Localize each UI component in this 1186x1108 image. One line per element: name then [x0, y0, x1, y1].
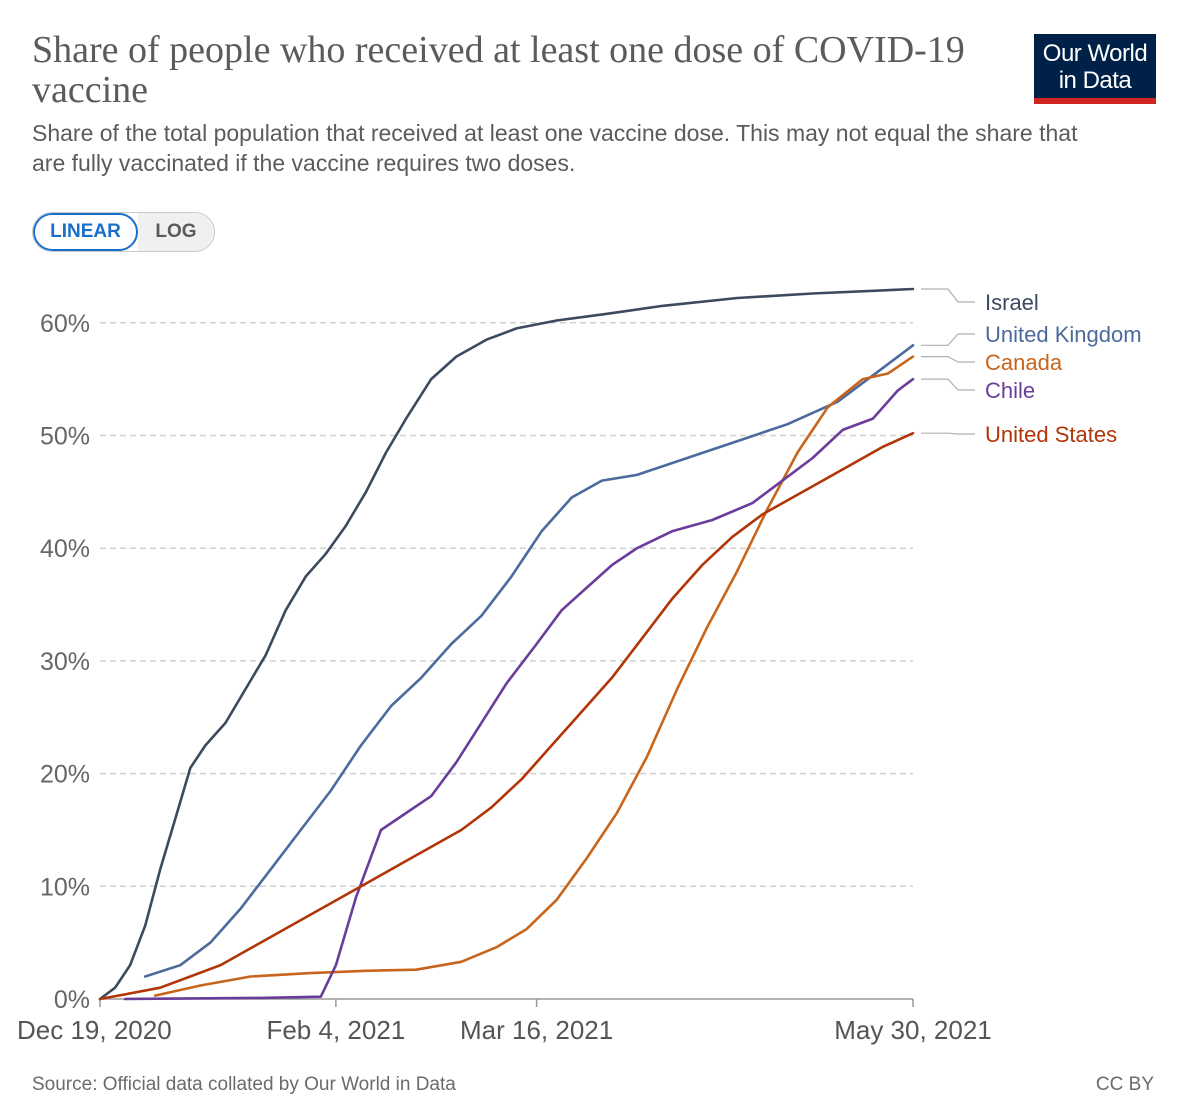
label-connector-chile	[921, 378, 975, 391]
series-line-united-kingdom[interactable]	[143, 343, 915, 978]
x-tick-label: Feb 4, 2021	[266, 1015, 405, 1045]
label-connector-israel	[921, 288, 975, 303]
y-tick-label: 0%	[54, 986, 90, 1014]
linear-scale-button[interactable]: LINEAR	[33, 213, 138, 251]
source-note: Source: Official data collated by Our Wo…	[32, 1074, 456, 1095]
series-labels: Israel United Kingdom Canada Chile United St…	[921, 288, 1142, 447]
logo-line-1: Our World	[1042, 40, 1148, 67]
series-lines	[98, 287, 915, 1001]
log-scale-button[interactable]: LOG	[138, 213, 214, 251]
y-tick-label: 40%	[40, 535, 90, 563]
series-line-chile[interactable]	[123, 377, 915, 1001]
x-axis: Dec 19, 2020 Feb 4, 2021 Mar 16, 2021 May 3…	[17, 998, 992, 1045]
label-connector-united-states	[921, 432, 975, 435]
owid-logo[interactable]: Our World in Data	[1034, 34, 1156, 104]
series-label-israel[interactable]: Israel	[985, 290, 1039, 315]
x-tick-label: Dec 19, 2020	[17, 1015, 172, 1045]
series-label-chile[interactable]: Chile	[985, 378, 1035, 403]
y-tick-label: 20%	[40, 761, 90, 789]
x-tick-label: Mar 16, 2021	[460, 1015, 613, 1045]
line-chart: 0% 10% 20% 30% 40% 50% 60% Dec 19, 2020 Feb 4, …	[17, 287, 1142, 1045]
license-link[interactable]: CC BY	[1095, 1074, 1154, 1095]
gridlines	[100, 322, 913, 888]
series-label-united-kingdom[interactable]: United Kingdom	[985, 322, 1142, 347]
series-label-canada[interactable]: Canada	[985, 350, 1063, 375]
series-line-israel[interactable]	[98, 287, 915, 1001]
scale-toggle: LINEAR LOG	[32, 212, 215, 252]
y-tick-label: 50%	[40, 423, 90, 451]
series-label-united-states[interactable]: United States	[985, 422, 1117, 447]
chart-subtitle: Share of the total population that recei…	[32, 120, 1078, 176]
series-line-united-states[interactable]	[98, 431, 915, 1001]
label-connector-canada	[921, 356, 975, 363]
x-tick-label: May 30, 2021	[834, 1015, 992, 1045]
series-line-canada[interactable]	[153, 355, 915, 997]
label-connector-united-kingdom	[921, 333, 975, 346]
y-tick-label: 30%	[40, 648, 90, 676]
chart-title: Share of people who received at least on…	[32, 29, 965, 111]
y-tick-label: 10%	[40, 873, 90, 901]
y-tick-label: 60%	[40, 310, 90, 338]
y-axis-ticks: 0% 10% 20% 30% 40% 50% 60%	[40, 310, 90, 1014]
logo-line-2: in Data	[1058, 67, 1132, 94]
